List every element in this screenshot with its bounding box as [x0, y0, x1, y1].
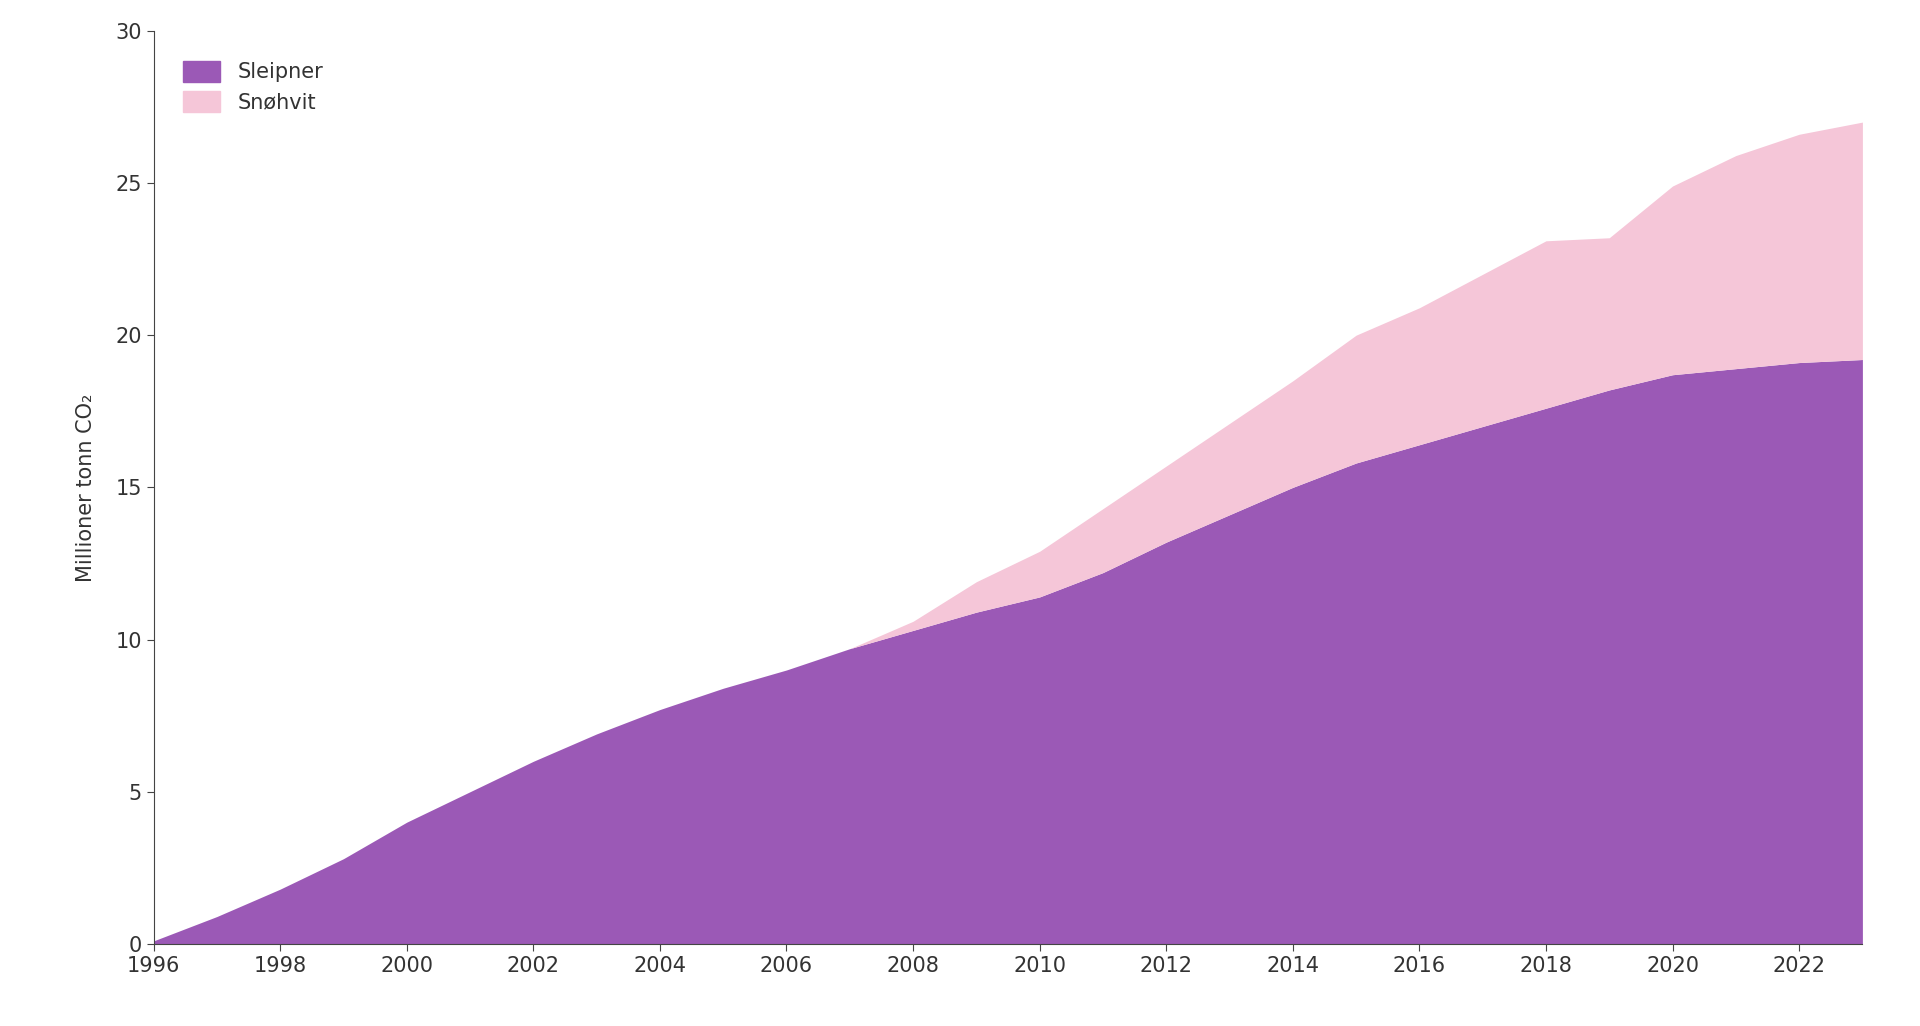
- Legend: Sleipner, Snøhvit: Sleipner, Snøhvit: [173, 50, 334, 123]
- Y-axis label: Millioner tonn CO₂: Millioner tonn CO₂: [77, 393, 96, 582]
